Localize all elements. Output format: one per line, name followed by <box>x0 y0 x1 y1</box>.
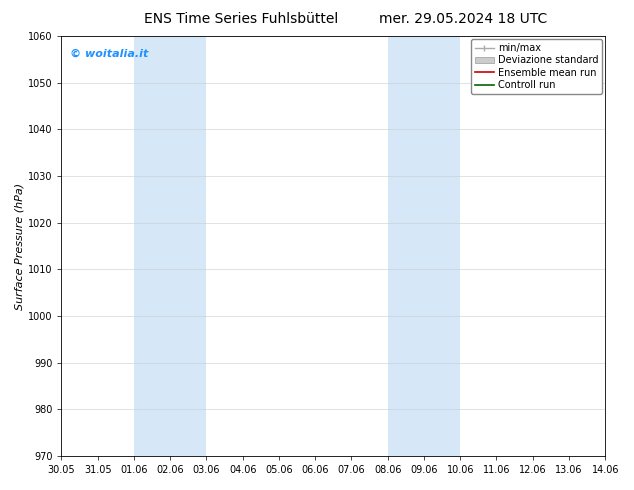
Bar <box>388 36 460 456</box>
Text: ENS Time Series Fuhlsbüttel: ENS Time Series Fuhlsbüttel <box>144 12 338 26</box>
Legend: min/max, Deviazione standard, Ensemble mean run, Controll run: min/max, Deviazione standard, Ensemble m… <box>470 39 602 94</box>
Y-axis label: Surface Pressure (hPa): Surface Pressure (hPa) <box>15 182 25 310</box>
Text: © woitalia.it: © woitalia.it <box>70 49 148 59</box>
Text: mer. 29.05.2024 18 UTC: mer. 29.05.2024 18 UTC <box>378 12 547 26</box>
Bar <box>134 36 207 456</box>
